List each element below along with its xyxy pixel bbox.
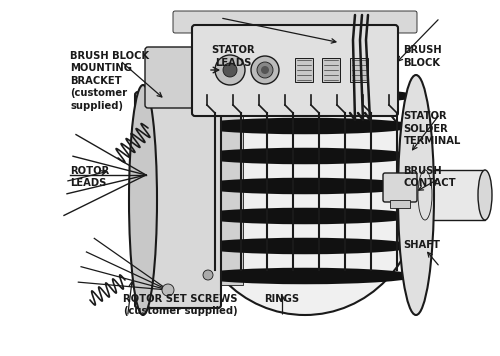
Bar bbox=[390, 200, 410, 208]
Bar bbox=[350, 58, 368, 82]
Text: BRUSH
BLOCK: BRUSH BLOCK bbox=[404, 46, 442, 68]
Ellipse shape bbox=[194, 118, 416, 134]
Circle shape bbox=[257, 62, 273, 78]
Circle shape bbox=[261, 66, 269, 74]
Circle shape bbox=[251, 56, 279, 84]
Ellipse shape bbox=[190, 75, 420, 315]
Ellipse shape bbox=[194, 148, 416, 164]
FancyBboxPatch shape bbox=[383, 173, 417, 202]
Ellipse shape bbox=[194, 268, 416, 284]
Text: BRUSH BLOCK
MOUNTING
BRACKET
(customer
supplied): BRUSH BLOCK MOUNTING BRACKET (customer s… bbox=[70, 51, 150, 111]
Bar bbox=[425, 170, 485, 220]
Text: SHAFT: SHAFT bbox=[404, 240, 440, 250]
Text: BRUSH
CONTACT: BRUSH CONTACT bbox=[404, 166, 456, 188]
Bar bbox=[295, 58, 313, 82]
FancyBboxPatch shape bbox=[135, 92, 221, 308]
Text: RINGS: RINGS bbox=[264, 294, 299, 304]
Ellipse shape bbox=[194, 88, 416, 104]
Text: ROTOR
LEADS: ROTOR LEADS bbox=[70, 166, 110, 188]
Ellipse shape bbox=[478, 170, 492, 220]
Bar bbox=[213, 115, 243, 285]
Ellipse shape bbox=[194, 238, 416, 254]
Circle shape bbox=[203, 270, 213, 280]
Circle shape bbox=[162, 284, 174, 296]
Circle shape bbox=[215, 55, 245, 85]
FancyBboxPatch shape bbox=[173, 11, 417, 33]
Ellipse shape bbox=[418, 170, 432, 220]
Ellipse shape bbox=[194, 178, 416, 194]
Bar bbox=[322, 58, 340, 82]
Ellipse shape bbox=[129, 85, 157, 315]
Text: ROTOR SET SCREWS
(customer supplied): ROTOR SET SCREWS (customer supplied) bbox=[124, 294, 238, 316]
Text: STATOR
SOLDER
TERMINAL: STATOR SOLDER TERMINAL bbox=[404, 111, 461, 146]
FancyBboxPatch shape bbox=[145, 47, 216, 108]
Ellipse shape bbox=[398, 75, 434, 315]
Text: STATOR
LEADS: STATOR LEADS bbox=[211, 46, 255, 68]
FancyBboxPatch shape bbox=[192, 25, 398, 116]
Ellipse shape bbox=[194, 208, 416, 224]
Circle shape bbox=[223, 63, 237, 77]
